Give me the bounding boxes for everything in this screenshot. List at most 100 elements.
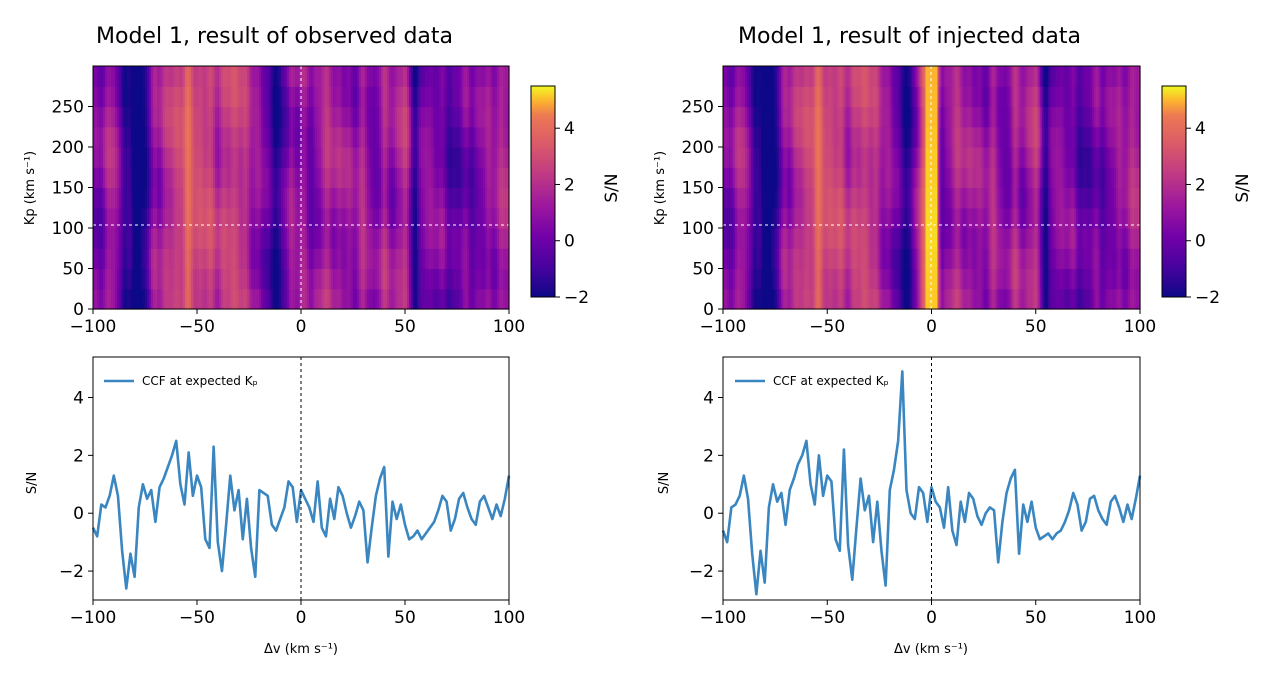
- heatmap-cell: [151, 228, 154, 249]
- heatmap-cell: [263, 187, 266, 209]
- heatmap-cell: [497, 207, 500, 229]
- heatmap-cell: [489, 187, 492, 209]
- heatmap-cell: [137, 126, 140, 148]
- heatmap-cell: [361, 126, 364, 148]
- heatmap-cell: [475, 248, 478, 270]
- heatmap-cell: [215, 126, 218, 148]
- heatmap-cell: [807, 106, 810, 128]
- heatmap-cell: [913, 126, 917, 148]
- heatmap-cell: [197, 66, 200, 87]
- heatmap-cell: [771, 187, 774, 209]
- heatmap-cell: [251, 228, 254, 249]
- heatmap-image: [723, 66, 1141, 310]
- heatmap-cell: [989, 248, 993, 270]
- heatmap-column: [223, 66, 226, 310]
- heatmap-cell: [411, 66, 414, 87]
- heatmap-cell: [95, 66, 98, 87]
- heatmap-cell: [877, 248, 880, 270]
- heatmap-cell: [183, 126, 186, 148]
- heatmap-cell: [485, 147, 488, 168]
- heatmap-cell: [331, 126, 334, 148]
- heatmap-cell: [1055, 106, 1059, 128]
- heatmap-cell: [325, 126, 328, 148]
- heatmap-cell: [867, 66, 870, 87]
- heatmap-cell: [787, 268, 790, 290]
- heatmap-cell: [163, 288, 166, 310]
- heatmap-cell: [1029, 66, 1033, 87]
- heatmap-column: [897, 66, 901, 310]
- heatmap-cell: [1005, 106, 1009, 128]
- heatmap-cell: [965, 288, 969, 310]
- heatmap-cell: [229, 167, 232, 189]
- heatmap-cell: [797, 167, 800, 189]
- heatmap-cell: [835, 106, 838, 128]
- heatmap-cell: [151, 86, 154, 108]
- heatmap-column: [923, 66, 927, 310]
- heatmap-cell: [329, 288, 332, 310]
- heatmap-cell: [1027, 86, 1031, 108]
- heatmap-cell: [969, 187, 973, 209]
- heatmap-cell: [927, 106, 931, 128]
- heatmap-cell: [501, 147, 504, 168]
- heatmap-cell: [959, 207, 963, 229]
- heatmap-cell: [181, 86, 184, 108]
- heatmap-cell: [1053, 248, 1057, 270]
- heatmap-cell: [477, 106, 480, 128]
- heatmap-cell: [113, 66, 116, 87]
- heatmap-cell: [1009, 86, 1013, 108]
- heatmap-cell: [449, 66, 452, 87]
- heatmap-cell: [777, 167, 780, 189]
- heatmap-cell: [335, 106, 338, 128]
- heatmap-cell: [151, 106, 154, 128]
- heatmap-cell: [1065, 126, 1069, 148]
- heatmap-cell: [215, 86, 218, 108]
- heatmap-cell: [1063, 288, 1067, 310]
- heatmap-cell: [973, 147, 977, 168]
- heatmap-cell: [1023, 106, 1027, 128]
- heatmap-cell: [197, 248, 200, 270]
- heatmap-cell: [785, 126, 788, 148]
- heatmap-cell: [419, 66, 422, 87]
- heatmap-cell: [303, 288, 306, 310]
- heatmap-cell: [371, 126, 374, 148]
- heatmap-cell: [127, 207, 130, 229]
- heatmap-cell: [887, 288, 890, 310]
- heatmap-cell: [317, 86, 320, 108]
- heatmap-cell: [1019, 207, 1023, 229]
- heatmap-cell: [821, 268, 824, 290]
- heatmap-column: [935, 66, 939, 310]
- heatmap-cell: [257, 167, 260, 189]
- heatmap-cell: [959, 66, 963, 87]
- heatmap-cell: [491, 228, 494, 249]
- heatmap-cell: [307, 187, 310, 209]
- heatmap-column: [757, 66, 760, 310]
- heatmap-cell: [391, 288, 394, 310]
- heatmap-cell: [187, 288, 190, 310]
- heatmap-cell: [365, 288, 368, 310]
- heatmap-column: [301, 66, 304, 310]
- heatmap-cell: [445, 207, 448, 229]
- heatmap-cell: [275, 268, 278, 290]
- heatmap-cell: [119, 167, 122, 189]
- heatmap-cell: [307, 66, 310, 87]
- heatmap-cell: [881, 228, 884, 249]
- heatmap-cell: [387, 228, 390, 249]
- heatmap-cell: [487, 187, 490, 209]
- heatmap-cell: [915, 66, 919, 87]
- heatmap-cell: [1063, 228, 1067, 249]
- heatmap-cell: [465, 86, 468, 108]
- heatmap-cell: [833, 228, 836, 249]
- heatmap-cell: [415, 86, 418, 108]
- heatmap-cell: [933, 86, 937, 108]
- heatmap-cell: [483, 187, 486, 209]
- heatmap-cell: [967, 126, 971, 148]
- heatmap-cell: [741, 248, 744, 270]
- heatmap-cell: [785, 66, 788, 87]
- heatmap-cell: [1057, 268, 1061, 290]
- heatmap-cell: [883, 288, 886, 310]
- heatmap-cell: [783, 167, 786, 189]
- heatmap-cell: [857, 66, 860, 87]
- heatmap-column: [353, 66, 356, 310]
- heatmap-cell: [217, 187, 220, 209]
- heatmap-cell: [465, 207, 468, 229]
